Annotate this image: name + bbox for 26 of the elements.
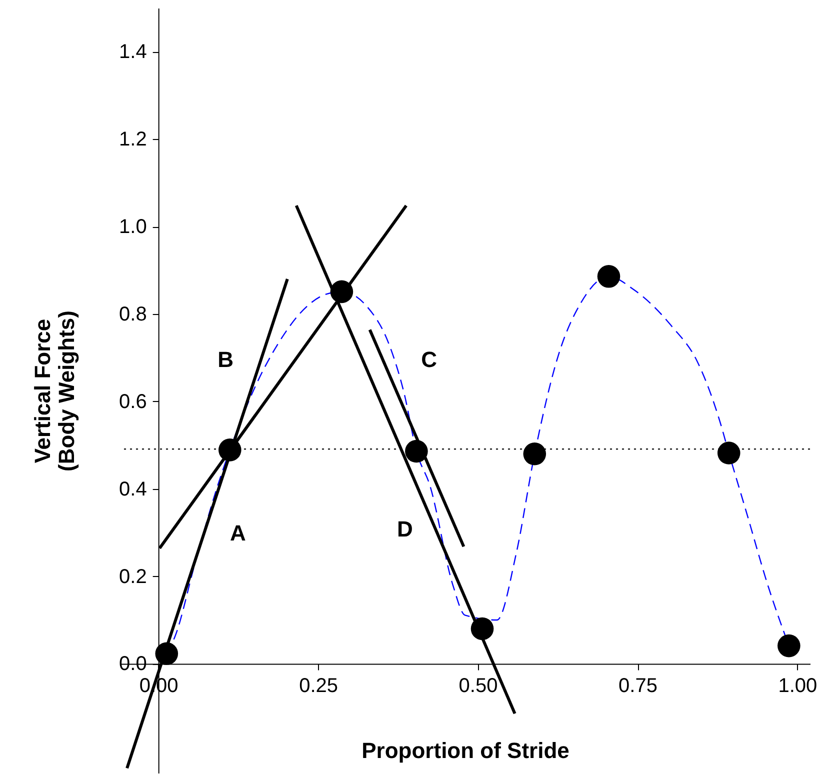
point xyxy=(330,280,354,304)
point xyxy=(717,442,740,464)
point xyxy=(405,440,428,463)
point xyxy=(597,265,620,288)
point xyxy=(470,617,494,640)
x-tick-label: 0.25 xyxy=(299,675,338,698)
y-tick-label: 0.8 xyxy=(119,304,147,326)
x-tick-label: 0.50 xyxy=(458,675,498,698)
point xyxy=(155,642,178,666)
y-tick-label: 1.0 xyxy=(119,216,147,238)
x-axis-title: Proportion of Stride xyxy=(362,738,570,764)
y-tick-label: 0.4 xyxy=(119,478,147,500)
y-tick-label: 1.2 xyxy=(119,128,147,151)
point xyxy=(778,634,800,658)
annotation: D xyxy=(397,516,413,542)
annotation: C xyxy=(421,346,438,372)
y-tick-label: 0.6 xyxy=(119,390,147,413)
annotation: B xyxy=(218,346,234,372)
y-axis-title: Vertical Force (Body Weights) xyxy=(30,310,80,472)
y-tick-label: 0.2 xyxy=(119,566,147,588)
point xyxy=(218,438,242,462)
x-tick-label: 0.75 xyxy=(618,675,658,698)
x-tick-label: 1.00 xyxy=(778,675,818,698)
point xyxy=(523,442,546,466)
y-tick-label: 1.4 xyxy=(119,41,147,64)
annotation: A xyxy=(230,520,246,546)
